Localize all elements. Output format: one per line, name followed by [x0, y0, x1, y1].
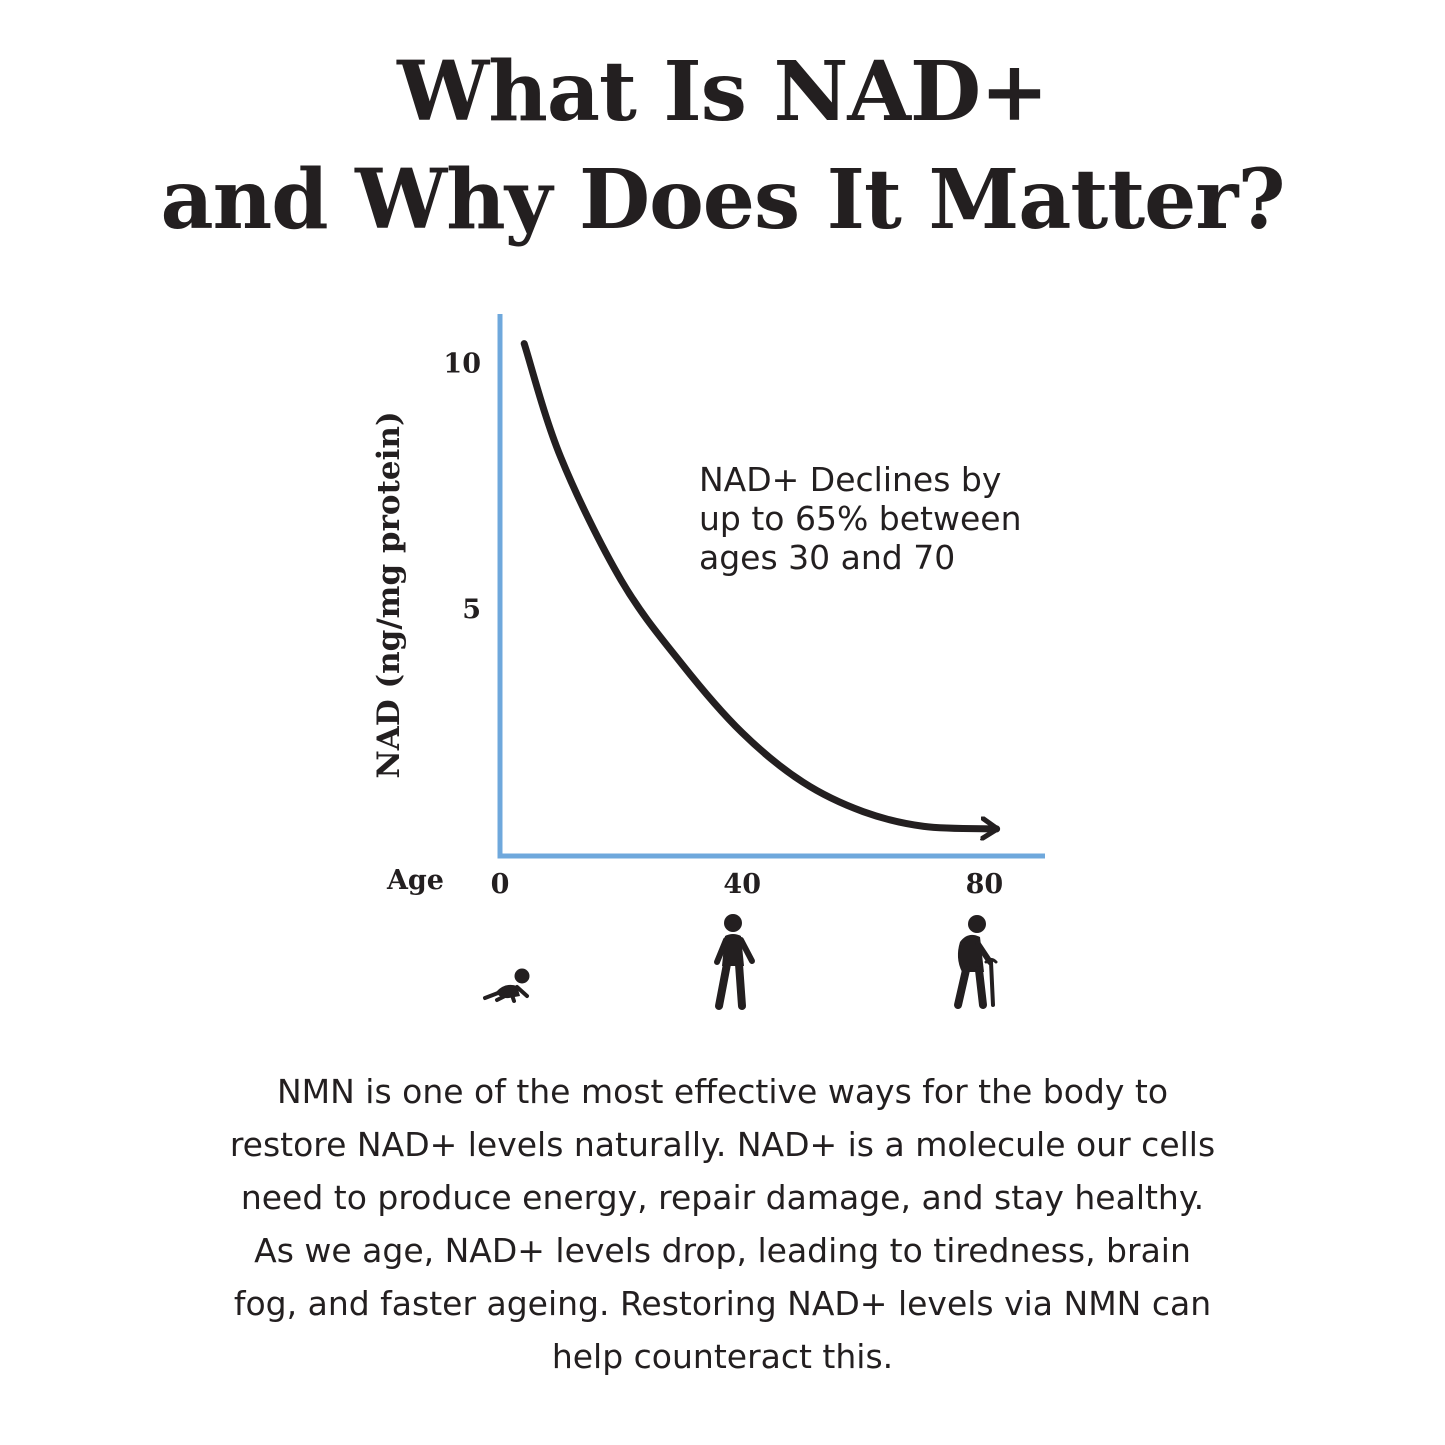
baby-crawling-icon	[483, 968, 530, 1003]
elderly-with-cane-icon	[954, 915, 998, 1009]
annotation-line-2: up to 65% between	[699, 499, 1022, 538]
body-line-5: fog, and faster ageing. Restoring NAD+ l…	[233, 1284, 1212, 1323]
y-tick-label-5: 5	[462, 595, 481, 626]
annotation-line-3: ages 30 and 70	[699, 538, 956, 577]
x-tick-label-0: 0	[491, 869, 510, 900]
x-tick-label-80: 80	[966, 869, 1004, 900]
y-axis-label: NAD (ng/mg protein)	[371, 411, 407, 778]
description-paragraph: NMN is one of the most effective ways fo…	[60, 1065, 1385, 1383]
title-line-2: and Why Does It Matter?	[160, 152, 1285, 248]
title-line-1: What Is NAD+	[397, 44, 1049, 140]
adult-walking-icon	[714, 914, 755, 1010]
annotation-line-1: NAD+ Declines by	[699, 460, 1002, 499]
body-line-1: NMN is one of the most effective ways fo…	[276, 1072, 1169, 1111]
body-line-6: help counteract this.	[551, 1337, 894, 1376]
nad-decline-curve	[520, 340, 1001, 829]
y-tick-label-10: 10	[443, 348, 481, 379]
x-axis-label: Age	[386, 865, 444, 896]
chart-annotation: NAD+ Declines by up to 65% between ages …	[699, 460, 1119, 577]
body-line-4: As we age, NAD+ levels drop, leading to …	[254, 1231, 1191, 1270]
body-line-2: restore NAD+ levels naturally. NAD+ is a…	[229, 1125, 1216, 1164]
body-line-3: need to produce energy, repair damage, a…	[240, 1178, 1205, 1217]
x-tick-label-40: 40	[723, 869, 761, 900]
page-title: What Is NAD+ and Why Does It Matter?	[0, 38, 1445, 254]
